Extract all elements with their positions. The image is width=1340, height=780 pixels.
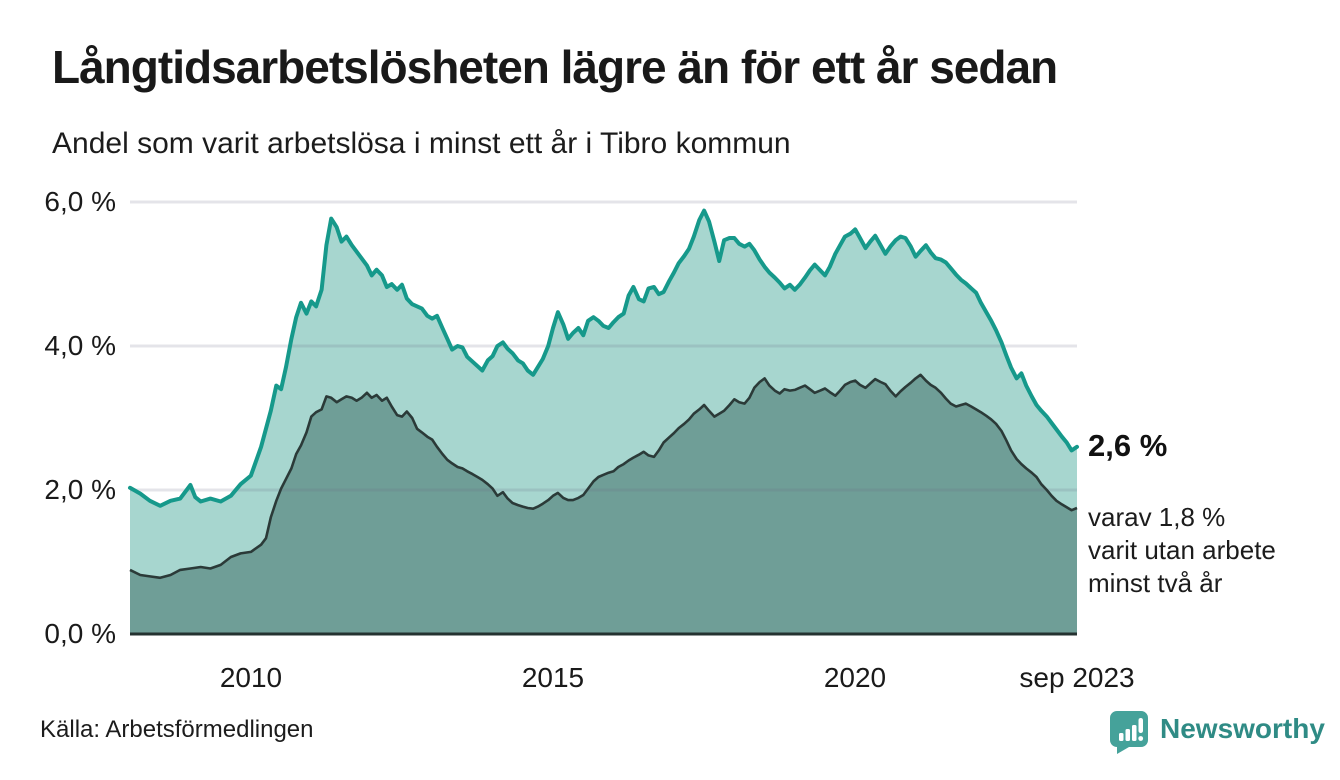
x-tick-2010: 2010 xyxy=(219,662,283,693)
line-min-two-years xyxy=(129,373,1078,580)
x-tick-2020: 2020 xyxy=(823,662,887,693)
newsworthy-logo-icon xyxy=(1110,711,1148,754)
newsworthy-brand-text: Newsworthy xyxy=(1160,713,1325,744)
line-min-one-year xyxy=(128,208,1079,508)
x-tick-sep2023: sep 2023 xyxy=(1019,662,1135,693)
note-line-3: minst två år xyxy=(1088,568,1223,598)
page-title: Långtidsarbetslösheten lägre än för ett … xyxy=(52,41,1058,93)
latest-value-label: 2,6 % xyxy=(1088,428,1168,463)
y-tick-2: 2,0 % xyxy=(44,474,116,505)
newsworthy-brand: Newsworthy xyxy=(1110,709,1325,755)
y-tick-6: 6,0 % xyxy=(44,186,116,217)
area-fill-min-two-years xyxy=(130,374,1077,634)
y-tick-4: 4,0 % xyxy=(44,330,116,361)
x-tick-2015: 2015 xyxy=(521,662,585,693)
y-tick-0: 0,0 % xyxy=(44,618,116,649)
source-credit: Källa: Arbetsförmedlingen xyxy=(40,716,314,743)
chart-subtitle: Andel som varit arbetslösa i minst ett å… xyxy=(52,127,791,160)
note-line-2: varit utan arbete xyxy=(1088,535,1276,565)
note-line-1: varav 1,8 % xyxy=(1088,502,1226,532)
secondary-value-note: varav 1,8 % varit utan arbete minst två … xyxy=(1088,501,1276,600)
